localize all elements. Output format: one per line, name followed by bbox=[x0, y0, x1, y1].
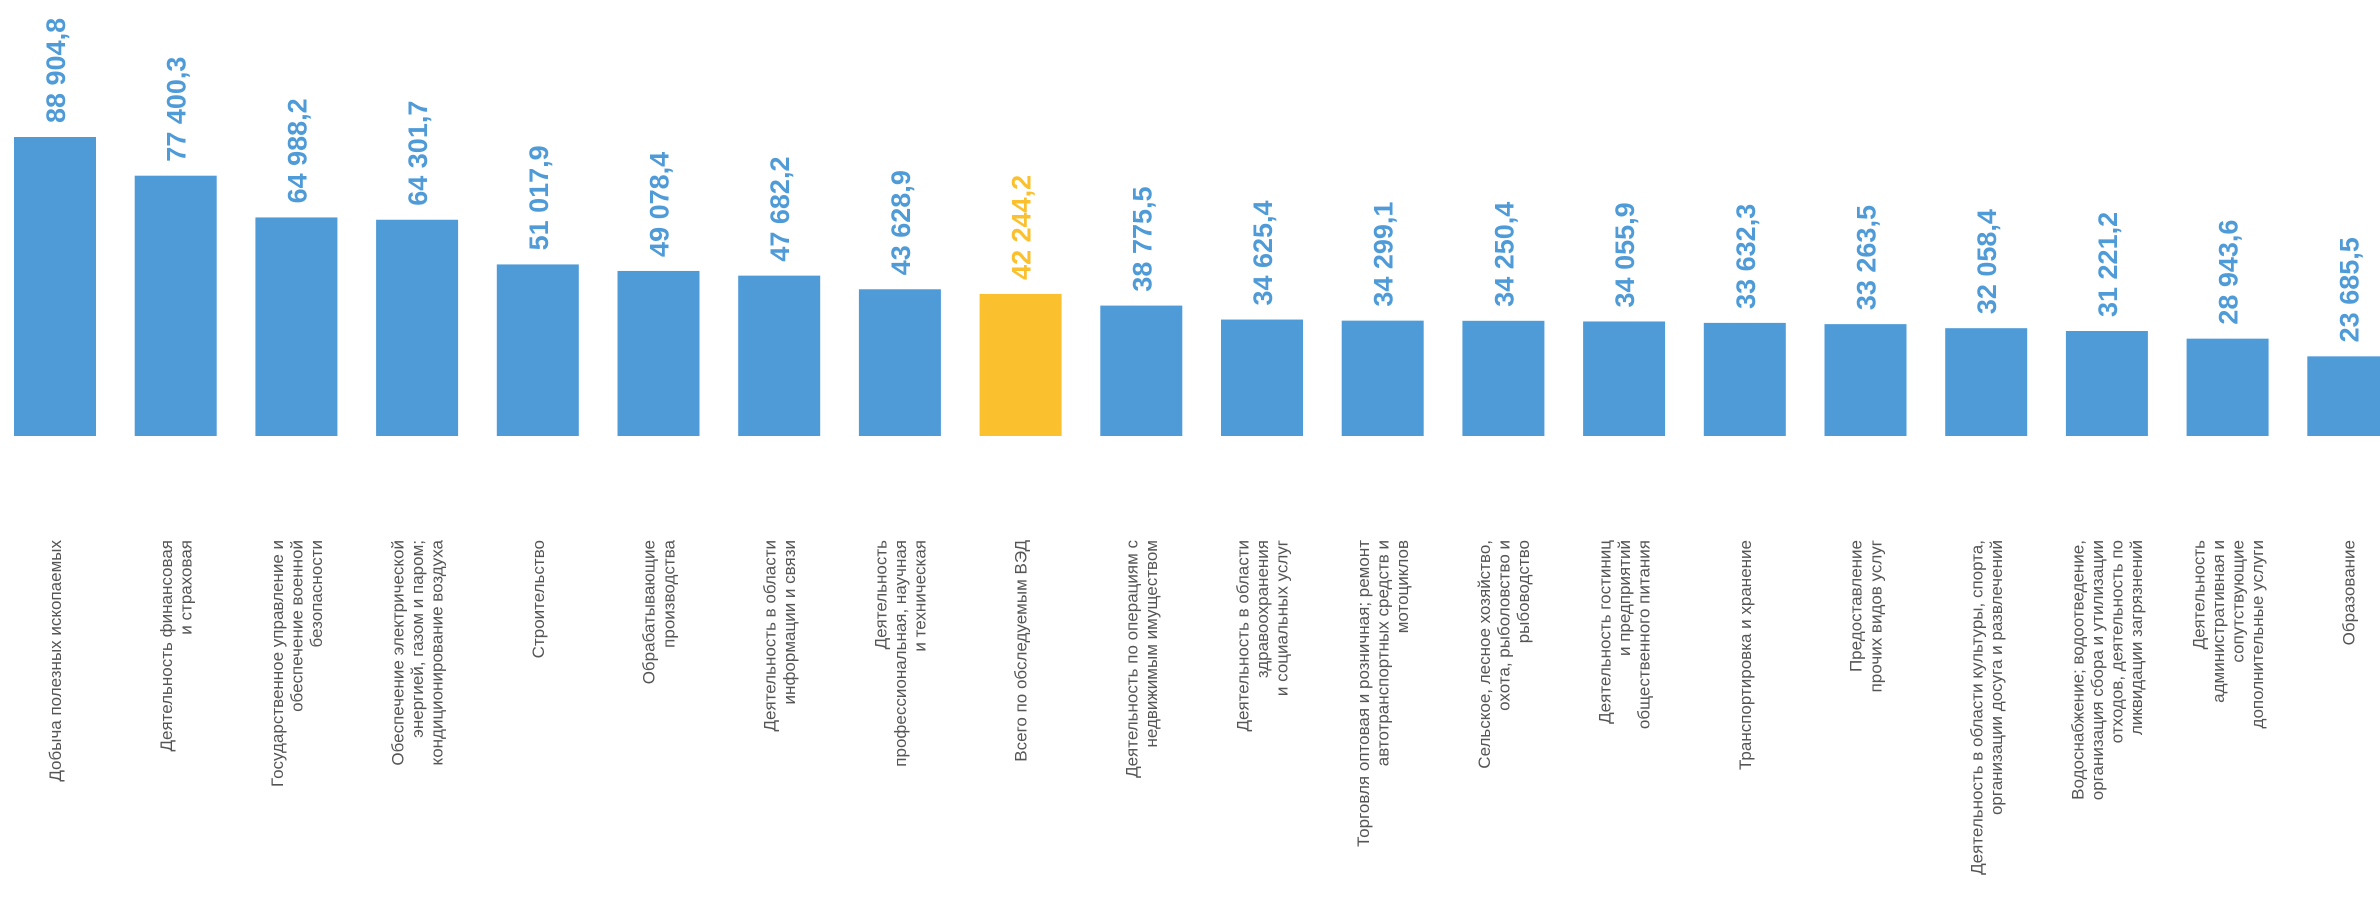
value-label: 23 685,5 bbox=[2334, 237, 2364, 342]
category-label: Транспортировка и хранение bbox=[1736, 540, 1755, 770]
bar bbox=[738, 275, 821, 436]
bar bbox=[496, 264, 579, 436]
value-label: 32 058,4 bbox=[1972, 209, 2002, 314]
category-label: Обеспечение электрическойэнергией, газом… bbox=[389, 539, 447, 765]
value-label: 33 632,3 bbox=[1731, 204, 1761, 309]
value-label: 64 988,2 bbox=[282, 98, 312, 203]
bar bbox=[255, 217, 338, 436]
category-label: Деятельность в областиздравоохраненияи с… bbox=[1233, 540, 1291, 731]
bar bbox=[134, 175, 217, 436]
bar bbox=[979, 293, 1062, 436]
bar bbox=[1824, 324, 1907, 436]
bar bbox=[858, 289, 941, 436]
value-label: 34 299,1 bbox=[1369, 202, 1399, 307]
category-label: Деятельность в области культуры, спорта,… bbox=[1967, 540, 2006, 875]
category-label: Деятельность гостиници предприятийобщест… bbox=[1596, 540, 1654, 729]
value-label: 34 625,4 bbox=[1248, 200, 1278, 305]
bar bbox=[1341, 320, 1424, 436]
value-label: 34 055,9 bbox=[1610, 202, 1640, 307]
category-label: Всего по обследуемым ВЭД bbox=[1012, 540, 1031, 762]
category-label: Торговля оптовая и розничная; ремонтавто… bbox=[1354, 540, 1412, 847]
bar bbox=[376, 219, 459, 436]
category-label: Водоснабжение; водоотведение,организация… bbox=[2069, 540, 2147, 800]
bar bbox=[1100, 305, 1183, 436]
value-label: 43 628,9 bbox=[886, 170, 916, 275]
value-label: 64 301,7 bbox=[403, 101, 433, 206]
value-label: 31 221,2 bbox=[2093, 212, 2123, 317]
category-label: Строительство bbox=[529, 540, 548, 658]
category-label: Деятельностьадминистративная исопутствую… bbox=[2189, 540, 2267, 729]
category-label: Деятельностьпрофессиональная, научнаяи т… bbox=[871, 540, 929, 767]
category-label: Деятельность финансоваяи страховая bbox=[157, 540, 196, 752]
value-label: 28 943,6 bbox=[2214, 220, 2244, 325]
category-label: Государственное управление иобеспечение … bbox=[268, 540, 326, 787]
value-label: 38 775,5 bbox=[1127, 186, 1157, 291]
category-label: Деятельность в областиинформации и связи bbox=[760, 540, 799, 731]
category-label: Предоставлениепрочих видов услуг bbox=[1847, 540, 1886, 692]
bar bbox=[1221, 319, 1303, 436]
category-label: Деятельность по операциям снедвижимым им… bbox=[1123, 540, 1162, 778]
value-label: 77 400,3 bbox=[162, 57, 192, 162]
category-label: Сельское, лесное хозяйство,охота, рыболо… bbox=[1475, 540, 1533, 769]
value-label: 33 263,5 bbox=[1852, 205, 1882, 310]
value-label: 88 904,8 bbox=[41, 18, 71, 123]
bar bbox=[1703, 322, 1786, 436]
category-label: Образование bbox=[2339, 540, 2358, 645]
bar bbox=[1945, 328, 2028, 436]
category-label: Обрабатывающиепроизводства bbox=[640, 539, 679, 684]
value-label: 42 244,2 bbox=[1007, 175, 1037, 280]
bar bbox=[14, 137, 96, 436]
value-label: 51 017,9 bbox=[524, 145, 554, 250]
bar bbox=[2065, 330, 2148, 436]
bar bbox=[1583, 321, 1666, 436]
bar bbox=[2307, 356, 2380, 436]
bar bbox=[1462, 320, 1545, 436]
value-label: 49 078,4 bbox=[645, 152, 675, 257]
value-label: 34 250,4 bbox=[1489, 202, 1519, 307]
bar bbox=[617, 270, 700, 436]
bar bbox=[2186, 338, 2269, 436]
value-label: 47 682,2 bbox=[765, 157, 795, 262]
category-label: Добыча полезных ископаемых bbox=[46, 540, 65, 782]
